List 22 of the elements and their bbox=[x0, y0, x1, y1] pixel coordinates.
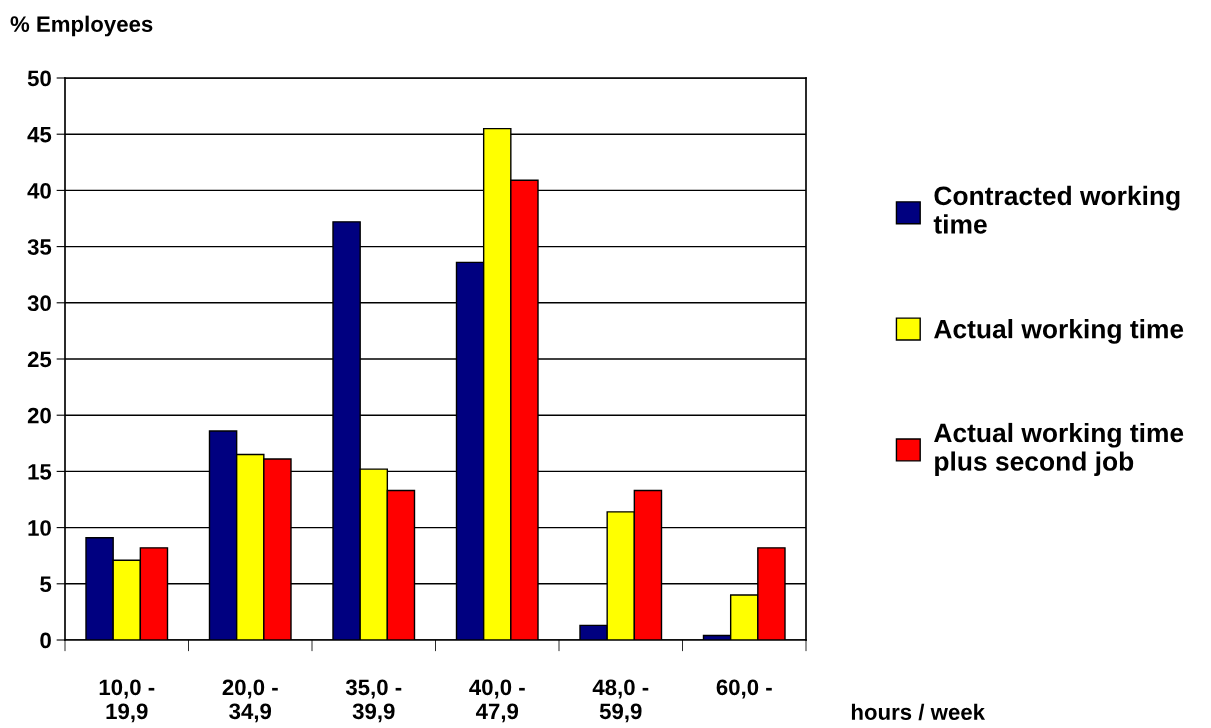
x-tick-label: 20,0 - 34,9 bbox=[222, 679, 278, 723]
x-axis-title: hours / week bbox=[851, 703, 986, 721]
x-tick-label: 10,0 - 19,9 bbox=[99, 679, 155, 723]
y-tick-label: 0 bbox=[40, 632, 51, 649]
y-tick-label: 15 bbox=[28, 464, 52, 480]
x-tick-label: 48,0 - 59,9 bbox=[592, 679, 649, 723]
legend-label: Actual working time bbox=[934, 319, 1184, 344]
y-tick-label: 5 bbox=[40, 576, 52, 593]
y-tick-label: 25 bbox=[27, 351, 52, 368]
x-tick-label: 35,0 - 39,9 bbox=[345, 679, 402, 723]
y-tick-label: 40 bbox=[27, 182, 51, 199]
y-tick-label: 50 bbox=[27, 70, 51, 87]
x-tick-label: 60,0 - bbox=[716, 679, 772, 699]
y-tick-label: 30 bbox=[27, 295, 51, 312]
y-axis-title: % Employees bbox=[10, 15, 153, 37]
legend-label: Actual working time plus second job bbox=[934, 422, 1184, 477]
y-tick-label: 20 bbox=[27, 407, 51, 424]
y-tick-label: 45 bbox=[27, 126, 52, 143]
legend-label: Contracted working time bbox=[933, 185, 1180, 234]
x-tick-label: 40,0 - 47,9 bbox=[469, 679, 525, 723]
y-tick-label: 10 bbox=[28, 520, 51, 536]
y-tick-label: 35 bbox=[27, 239, 52, 255]
